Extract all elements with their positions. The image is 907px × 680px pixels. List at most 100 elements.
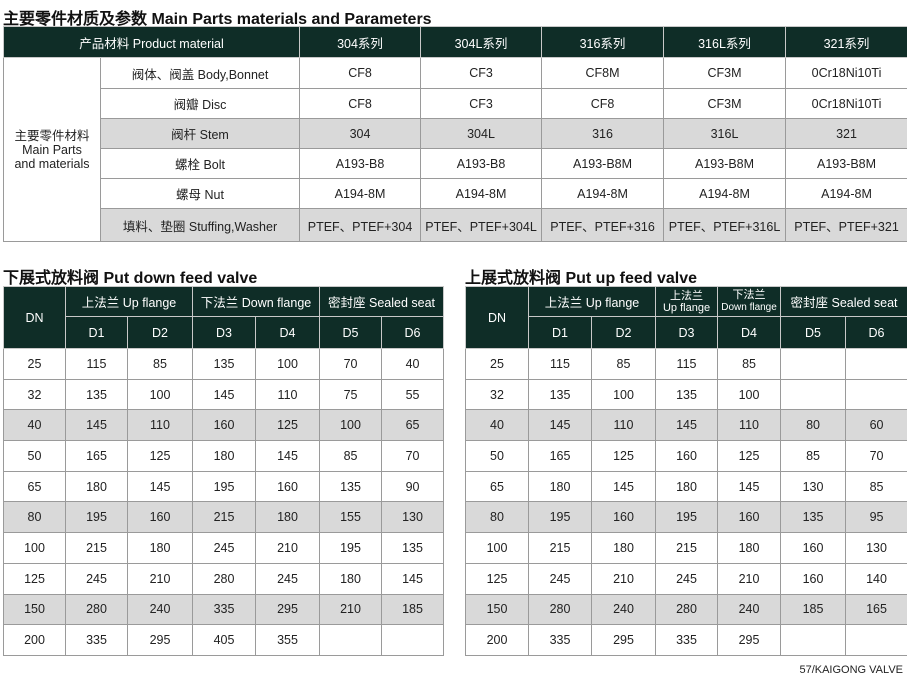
material-value: CF8M [541, 57, 665, 89]
dim-cell: 215 [528, 532, 592, 564]
dim-cell: 335 [528, 624, 592, 656]
dim-cell: 135 [528, 378, 592, 411]
dim-cell: 180 [255, 501, 321, 534]
dim-cell: 135 [65, 378, 128, 411]
header-316: 316系列 [541, 26, 665, 58]
material-value: A193-B8M [541, 148, 665, 179]
material-value: A194-8M [541, 178, 665, 209]
dim-cell: 180 [590, 532, 657, 564]
dim-cell: 70 [319, 348, 383, 380]
material-value: 0Cr18Ni10Ti [785, 57, 907, 89]
header-d2: D2 [590, 316, 657, 349]
dim-cell: 145 [381, 562, 445, 595]
dn-cell: 125 [465, 562, 529, 595]
dim-cell: 245 [528, 562, 592, 595]
dim-cell: 165 [528, 440, 592, 472]
dim-cell: 245 [65, 562, 128, 595]
dn-cell: 40 [3, 409, 66, 442]
dim-cell: 280 [65, 593, 128, 626]
dim-cell: 240 [590, 593, 657, 626]
dim-cell: 75 [319, 378, 383, 411]
group-label-line: 主要零件材料 [14, 128, 90, 143]
dim-cell [780, 348, 847, 380]
dn-cell: 125 [3, 562, 66, 595]
material-value: A193-B8M [785, 148, 907, 179]
header-d5: D5 [319, 316, 383, 349]
dn-cell: 80 [465, 501, 529, 534]
dim-cell: 180 [528, 470, 592, 503]
dim-cell: 195 [319, 532, 383, 564]
label-en: Up flange [662, 301, 711, 314]
material-value: A194-8M [299, 178, 422, 209]
table-row: 40 145 110 160 125 100 65 [3, 409, 445, 442]
dim-cell: 140 [845, 562, 907, 595]
down-valve-table: DN 上法兰 Up flange 下法兰 Down flange 密封座 Sea… [3, 286, 445, 656]
dim-cell: 100 [126, 378, 194, 411]
dim-cell: 335 [65, 624, 128, 656]
dim-cell: 295 [255, 593, 321, 626]
header-304: 304系列 [299, 26, 422, 58]
dim-cell: 335 [192, 593, 257, 626]
material-value: A193-B8 [299, 148, 422, 179]
dim-cell: 80 [780, 409, 847, 442]
dim-cell: 135 [319, 470, 383, 503]
dim-cell: 85 [126, 348, 194, 380]
header-product-material: 产品材料 Product material [2, 26, 301, 58]
dim-cell: 215 [192, 501, 257, 534]
dim-cell: 130 [780, 470, 847, 503]
part-name: 填料、垫圈 Stuffing,Washer [99, 208, 301, 242]
dim-cell: 85 [780, 440, 847, 472]
dim-cell: 125 [126, 440, 194, 472]
dim-cell: 110 [126, 409, 194, 442]
table-row: 80 195 160 195 160 135 95 [465, 501, 907, 534]
header-304l: 304L系列 [420, 26, 543, 58]
dim-cell: 115 [655, 348, 719, 380]
dim-cell [845, 378, 907, 411]
material-value: 316L [663, 118, 787, 149]
dn-cell: 32 [3, 378, 66, 411]
header-d4: D4 [255, 316, 321, 349]
dim-cell: 185 [381, 593, 445, 626]
material-value: PTEF、PTEF+304 [299, 208, 422, 242]
dim-cell: 115 [65, 348, 128, 380]
label-cn: 上法兰 [670, 289, 704, 302]
header-d5: D5 [780, 316, 847, 349]
dim-cell: 85 [319, 440, 383, 472]
header-down-flange: 下法兰 Down flange [192, 286, 321, 317]
material-value: A194-8M [420, 178, 543, 209]
dim-cell: 210 [255, 532, 321, 564]
header-dn: DN [3, 286, 66, 349]
table-row: 25 115 85 135 100 70 40 [3, 348, 445, 380]
dim-cell: 295 [590, 624, 657, 656]
header-d6: D6 [381, 316, 445, 349]
material-value: CF8 [541, 88, 665, 119]
dim-cell: 145 [655, 409, 719, 442]
material-value: A193-B8M [663, 148, 787, 179]
material-value: CF8 [299, 57, 422, 89]
dn-cell: 40 [465, 409, 529, 442]
header-316l: 316L系列 [663, 26, 787, 58]
part-name: 螺栓 Bolt [99, 148, 301, 179]
dim-cell: 100 [590, 378, 657, 411]
dim-cell: 195 [655, 501, 719, 534]
material-value: A194-8M [785, 178, 907, 209]
dim-cell: 165 [65, 440, 128, 472]
table-row: 100 215 180 215 180 160 130 [465, 532, 907, 564]
table-row: 150 280 240 280 240 185 165 [465, 593, 907, 626]
dim-cell: 215 [65, 532, 128, 564]
group-label: 主要零件材料 Main Parts and materials [3, 57, 101, 242]
material-value: PTEF、PTEF+316L [663, 208, 787, 242]
dim-cell: 130 [845, 532, 907, 564]
header-down-flange-d4: 下法兰 Down flange [717, 286, 782, 317]
page-footer: 57/KAIGONG VALVE [799, 664, 903, 676]
up-valve-title: 上展式放料阀 Put up feed valve [465, 270, 698, 287]
dim-cell: 210 [590, 562, 657, 595]
material-value: CF3 [420, 88, 543, 119]
dim-cell: 195 [192, 470, 257, 503]
part-name: 螺母 Nut [99, 178, 301, 209]
materials-row: 主要零件材料 Main Parts and materials 阀体、阀盖 Body,… [3, 57, 907, 242]
group-label-line: Main Parts [22, 142, 82, 157]
dn-cell: 50 [3, 440, 66, 472]
dim-cell: 405 [192, 624, 257, 656]
dn-cell: 200 [465, 624, 529, 656]
